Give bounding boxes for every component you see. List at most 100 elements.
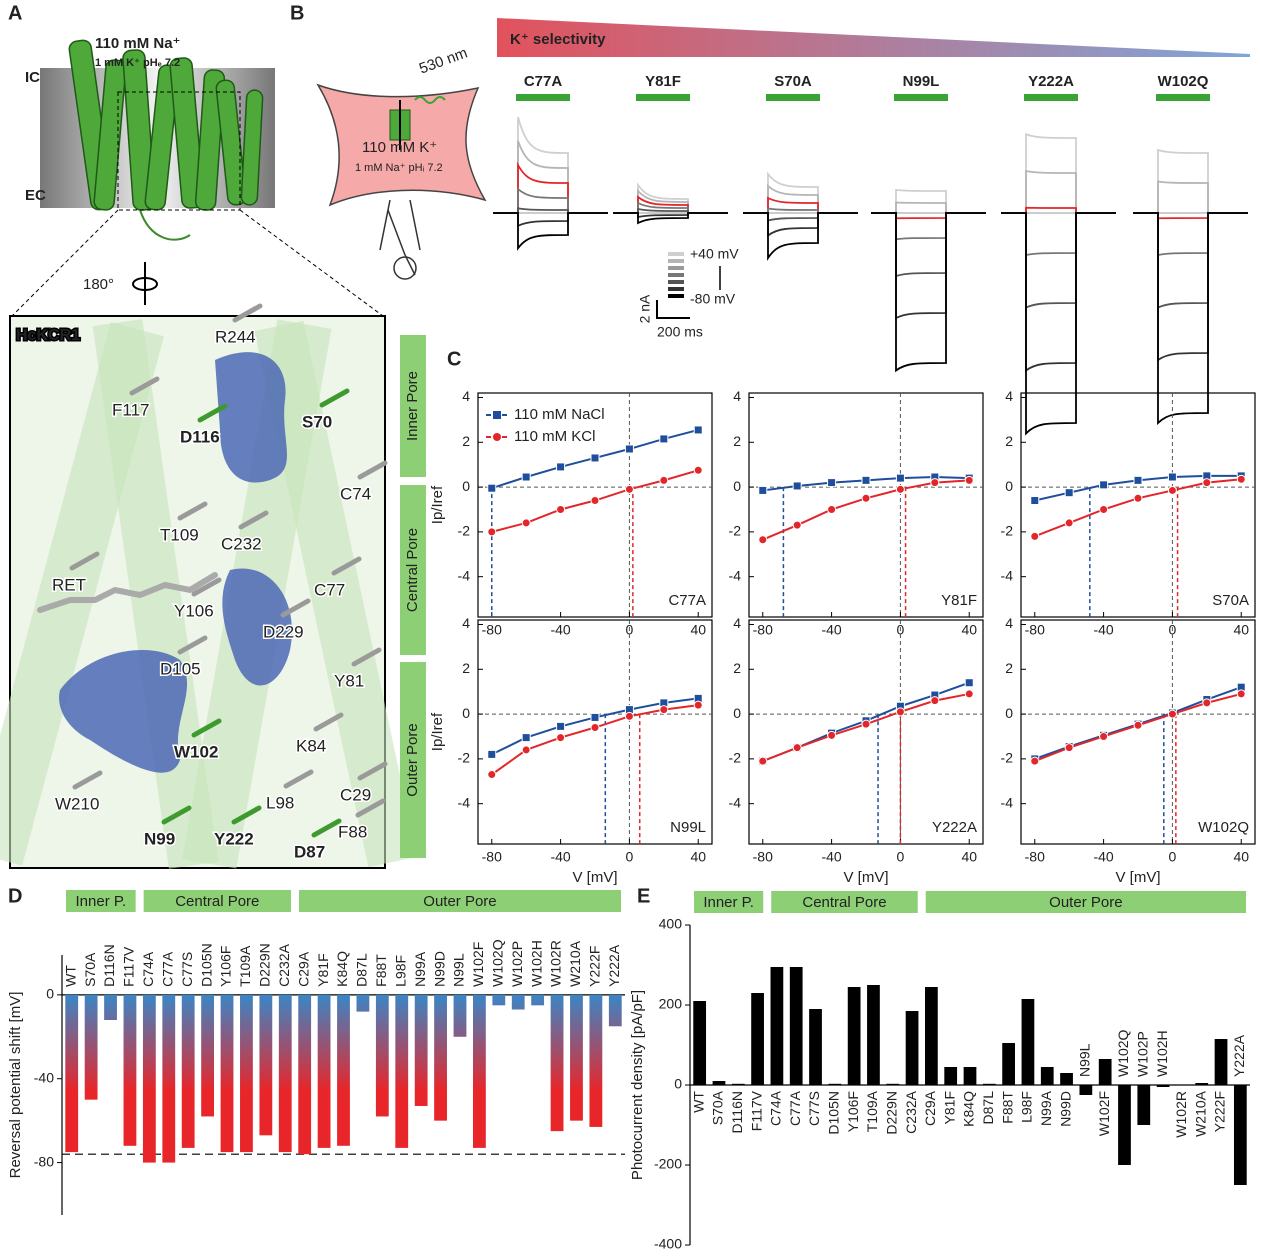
series-line <box>1035 479 1241 536</box>
x-tick-label: C77A <box>159 951 175 987</box>
x-tick-label: W102H <box>528 940 544 987</box>
data-point <box>1100 481 1108 489</box>
x-tick-label: W102Q <box>1115 1029 1131 1077</box>
residue-label: Y222 <box>214 829 254 848</box>
residue-label: C29 <box>340 785 371 804</box>
x-tick-label: Y222A <box>606 944 622 987</box>
data-point <box>1065 519 1073 527</box>
label: 180° <box>83 276 114 293</box>
plot-frame <box>749 620 983 844</box>
data-point <box>522 746 530 754</box>
x-tick-label: 0 <box>1169 849 1177 865</box>
x-tick-label: Y81F <box>315 953 331 986</box>
x-tick-label: C232A <box>903 1090 919 1133</box>
data-point <box>862 476 870 484</box>
data-point <box>793 521 801 529</box>
trace <box>743 213 858 221</box>
y-tick-label: -40 <box>34 1069 54 1085</box>
x-tick-label: -40 <box>821 622 841 638</box>
bar <box>944 1067 957 1085</box>
data-point <box>557 722 565 730</box>
data-point <box>660 435 668 443</box>
y-tick-label: 0 <box>462 478 470 494</box>
data-point <box>522 473 530 481</box>
data-point <box>862 720 870 728</box>
y-tick-label: 2 <box>462 660 470 676</box>
y-axis-label: Ip/Iref <box>429 712 446 751</box>
y-tick-label: 0 <box>1005 705 1013 721</box>
data-point <box>1031 532 1039 540</box>
mutant-label: N99L <box>903 73 940 90</box>
x-tick-label: W102Q <box>490 939 506 987</box>
bar <box>964 1067 977 1085</box>
x-tick-label: W102H <box>1154 1030 1170 1077</box>
label: -80 mV <box>690 291 736 307</box>
bar <box>124 995 137 1146</box>
bar <box>1215 1039 1228 1085</box>
data-point <box>1237 475 1245 483</box>
data-point <box>488 771 496 779</box>
data-point <box>591 713 599 721</box>
y-tick-label: -2 <box>729 523 742 539</box>
pipette <box>380 200 420 275</box>
data-point <box>557 505 565 513</box>
bar <box>259 995 272 1135</box>
x-tick-label: L98F <box>1019 1091 1035 1123</box>
data-point <box>793 482 801 490</box>
trace <box>871 213 986 371</box>
trace <box>871 213 986 239</box>
label: 1 mM Na⁺ pHᵢ 7.2 <box>355 162 443 174</box>
x-tick-label: -40 <box>550 622 570 638</box>
bar <box>454 995 467 1037</box>
data-point <box>1203 699 1211 707</box>
x-tick-label: S70A <box>710 1090 726 1125</box>
x-tick-label: Y81F <box>941 1091 957 1124</box>
label: IC <box>25 69 40 86</box>
y-tick-label: 0 <box>462 705 470 721</box>
bar <box>415 995 428 1106</box>
residue-label: D229 <box>263 622 304 641</box>
trace <box>1133 150 1248 213</box>
x-tick-label: -40 <box>550 849 570 865</box>
scale-bar <box>657 300 690 318</box>
figure: ABCDEICEC180°R244F117D116S70C74T109C232R… <box>0 0 1261 1259</box>
x-tick-label: Y222A <box>1231 1034 1247 1077</box>
x-tick-label: Y222F <box>1212 1091 1228 1132</box>
data-point <box>694 466 702 474</box>
bar <box>1079 1085 1092 1095</box>
data-point <box>522 519 530 527</box>
y-tick-label: 4 <box>733 388 741 404</box>
data-point <box>759 486 767 494</box>
bar <box>1099 1059 1112 1085</box>
data-point <box>896 485 904 493</box>
panel-label: B <box>290 2 304 24</box>
residue-label: D116 <box>180 427 220 446</box>
trace <box>871 190 986 213</box>
bar <box>886 1084 899 1085</box>
chart-label: S70A <box>1212 592 1249 609</box>
legend-label: 110 mM NaCl <box>514 406 605 423</box>
data-point <box>591 497 599 505</box>
y-tick-label: -2 <box>729 750 742 766</box>
x-tick-label: T109A <box>864 1090 880 1132</box>
x-tick-label: C29A <box>295 951 311 987</box>
legend-marker <box>493 411 501 419</box>
y-tick-label: 2 <box>733 660 741 676</box>
bar <box>1022 999 1035 1085</box>
plot-frame <box>1021 620 1255 844</box>
loop <box>140 210 190 240</box>
bar <box>848 987 861 1085</box>
bar <box>357 995 370 1012</box>
x-axis-label: V [mV] <box>843 869 888 886</box>
residue-label: C77 <box>314 580 345 599</box>
bar <box>1195 1083 1208 1085</box>
x-tick-label: K84Q <box>961 1091 977 1127</box>
residue-label: K84 <box>296 736 326 755</box>
data-point <box>694 701 702 709</box>
x-tick-label: 40 <box>690 849 706 865</box>
trace <box>1133 213 1248 423</box>
x-tick-label: D229N <box>257 943 273 987</box>
protein-name: HcKCR1 <box>16 327 80 344</box>
selectivity-gradient <box>497 18 1250 57</box>
data-point <box>625 445 633 453</box>
